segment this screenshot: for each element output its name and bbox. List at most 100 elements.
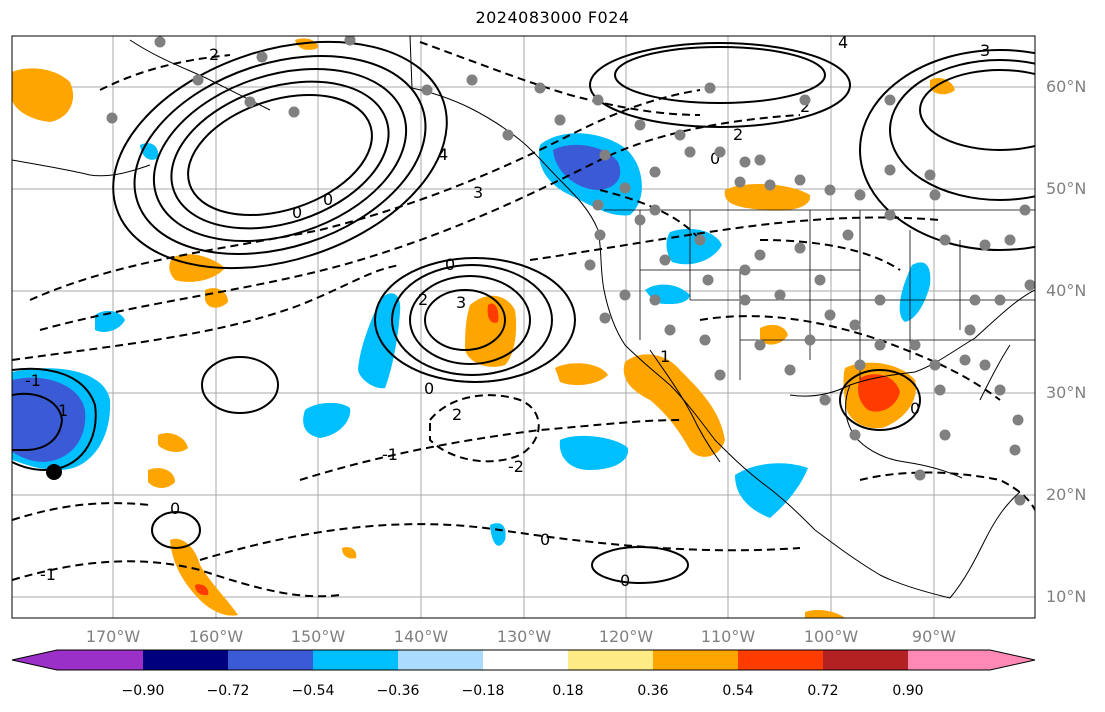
station-dot	[649, 166, 661, 178]
station-dot	[1009, 444, 1021, 456]
coastlines	[12, 36, 1035, 599]
colorbar-tick-label: 0.54	[722, 683, 754, 699]
colorbar-segment	[483, 650, 568, 670]
station-dot	[754, 249, 766, 261]
station-dot	[909, 339, 921, 351]
station-dot	[592, 94, 604, 106]
station-dot	[1004, 234, 1016, 246]
contour-label: 1	[660, 347, 670, 366]
colorbar-segment	[143, 650, 228, 670]
station-dot	[939, 234, 951, 246]
lon-label-170w: 170°W	[85, 627, 141, 646]
station-dot	[702, 274, 714, 286]
station-dot	[619, 182, 631, 194]
station-dot	[714, 146, 726, 158]
contour-label: 0	[424, 379, 434, 398]
station-dot	[804, 334, 816, 346]
station-dot	[1024, 279, 1035, 291]
colorbar-tick-label: 0.36	[637, 683, 669, 699]
station-dot	[599, 149, 611, 161]
contour-label: 2	[733, 125, 743, 144]
station-dot	[934, 384, 946, 396]
map-title: 2024083000 F024	[475, 8, 630, 27]
contour-label: 2	[418, 290, 428, 309]
station-dot	[884, 209, 896, 221]
station-dot	[344, 36, 356, 46]
station-dot	[794, 242, 806, 254]
station-dot	[994, 384, 1006, 396]
station-dot	[421, 84, 433, 96]
station-dot	[502, 129, 514, 141]
station-dot	[959, 354, 971, 366]
station-dot	[619, 289, 631, 301]
station-dot	[754, 339, 766, 351]
contour-label: 4	[838, 33, 848, 52]
station-dot	[794, 174, 806, 186]
station-dot	[739, 264, 751, 276]
station-dot	[874, 294, 886, 306]
station-dot	[244, 96, 256, 108]
colorbar-segment	[568, 650, 653, 670]
colorbar	[11, 649, 1036, 671]
station-dot	[599, 312, 611, 324]
contour-label: 2	[452, 405, 462, 424]
station-dot	[649, 204, 661, 216]
station-dot	[584, 259, 596, 271]
colorbar-segment	[823, 650, 908, 670]
contour-label: 0	[620, 571, 630, 590]
lon-label-110w: 110°W	[700, 627, 756, 646]
contour-label: -1	[382, 445, 398, 464]
station-dot	[884, 94, 896, 106]
contour-label: 1	[58, 401, 68, 420]
station-dot	[664, 324, 676, 336]
station-dot	[994, 294, 1006, 306]
station-dot	[699, 334, 711, 346]
station-dot	[929, 189, 941, 201]
lat-label-30n: 30°N	[1046, 383, 1087, 402]
lat-label-60n: 60°N	[1046, 77, 1087, 96]
colorbar-tick-label: 0.18	[552, 683, 584, 699]
station-dot	[854, 359, 866, 371]
station-dot	[466, 74, 478, 86]
station-dot	[939, 429, 951, 441]
station-dot	[849, 429, 861, 441]
station-dot	[1012, 414, 1024, 426]
station-dot	[764, 179, 776, 191]
lon-label-120w: 120°W	[598, 627, 654, 646]
station-dot	[754, 154, 766, 166]
station-dot	[929, 359, 941, 371]
station-dot	[924, 169, 936, 181]
contour-label: 2	[209, 45, 219, 64]
station-dot	[854, 189, 866, 201]
station-dot	[634, 119, 646, 131]
station-dot	[739, 156, 751, 168]
contour-label: 0	[540, 530, 550, 549]
lat-label-20n: 20°N	[1046, 485, 1087, 504]
colorbar-segment	[398, 650, 483, 670]
colorbar-segment	[653, 650, 738, 670]
station-dot	[704, 82, 716, 94]
station-dot	[592, 199, 604, 211]
contour-label: 4	[438, 145, 448, 164]
station-dot	[1019, 204, 1031, 216]
contour-label: 2	[800, 97, 810, 116]
colorbar-outline	[11, 649, 1036, 671]
station-dot	[1014, 494, 1026, 506]
contour-label: 0	[910, 399, 920, 418]
lon-label-130w: 130°W	[496, 627, 552, 646]
station-dot	[674, 129, 686, 141]
contour-labels: 0 0 2 4 3 2 3 0 4 2 0 2 3 -1 -2 -1 0 0 0…	[25, 33, 990, 590]
contour-label: 3	[456, 293, 466, 312]
station-dot	[884, 164, 896, 176]
colorbar-tick-label: −0.72	[206, 683, 250, 699]
colorbar-tick-label: 0.90	[892, 683, 924, 699]
dashed-contours	[12, 41, 1035, 598]
station-dot	[734, 176, 746, 188]
lon-label-90w: 90°W	[911, 627, 957, 646]
station-dot	[256, 51, 268, 63]
lat-label-50n: 50°N	[1046, 179, 1087, 198]
contour-label: -1	[40, 565, 56, 584]
contour-label: 0	[292, 203, 302, 222]
station-dot	[814, 274, 826, 286]
